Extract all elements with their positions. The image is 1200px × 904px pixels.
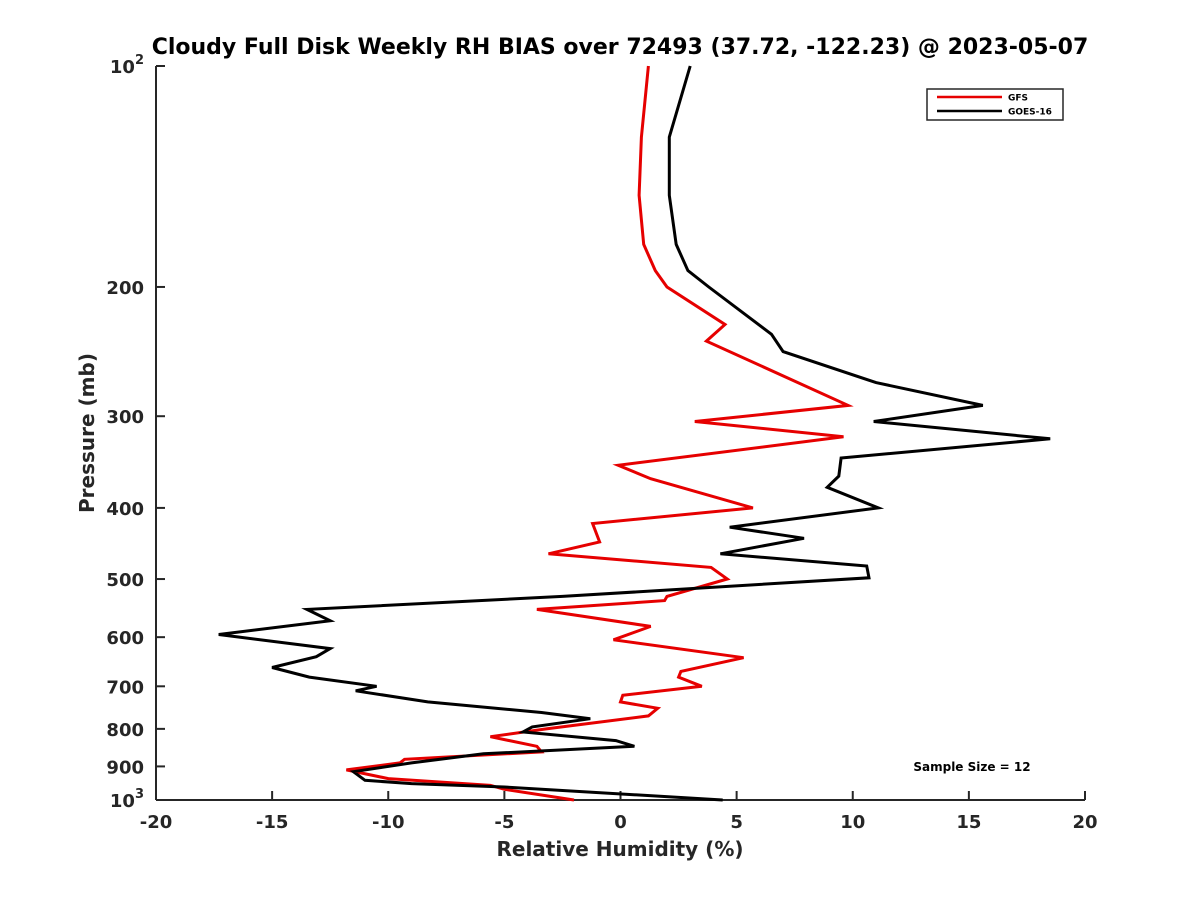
x-tick-label: 20 <box>1072 812 1097 833</box>
series-line-gfs <box>346 65 854 802</box>
x-tick-label: -20 <box>140 812 173 833</box>
legend-box <box>926 88 1064 121</box>
y-axis-label: Pressure (mb) <box>75 353 99 513</box>
x-axis-ticks: -20 -15 -10 -5 0 5 10 15 20 <box>140 791 1098 833</box>
series-layer <box>218 65 1051 802</box>
x-tick-label: 5 <box>730 812 743 833</box>
y-tick-label: 103 <box>110 787 144 812</box>
legend-label: GFS <box>1008 94 1028 104</box>
y-tick-label: 900 <box>106 757 144 778</box>
y-tick-label: 102 <box>110 53 144 78</box>
series-line-goes-16 <box>218 65 1051 802</box>
x-tick-label: 10 <box>840 812 865 833</box>
y-tick-label: 300 <box>106 407 144 428</box>
legend-label: GOES-16 <box>1008 108 1052 118</box>
y-tick-label: 800 <box>106 720 144 741</box>
y-tick-label: 200 <box>106 278 144 299</box>
y-tick-label: 600 <box>106 628 144 649</box>
legend: GFS GOES-16 <box>926 88 1064 121</box>
y-tick-label: 400 <box>106 499 144 520</box>
sample-size-annotation: Sample Size = 12 <box>913 760 1030 774</box>
y-tick-label: 700 <box>106 677 144 698</box>
y-tick-label: 500 <box>106 570 144 591</box>
x-axis-label: Relative Humidity (%) <box>496 837 743 861</box>
x-tick-label: -10 <box>372 812 405 833</box>
chart-title: Cloudy Full Disk Weekly RH BIAS over 724… <box>152 35 1089 60</box>
y-axis-ticks: 102 200 300 400 500 600 700 800 900 103 <box>106 53 165 812</box>
x-tick-label: -15 <box>256 812 289 833</box>
x-tick-label: 0 <box>614 812 627 833</box>
x-tick-label: -5 <box>494 812 514 833</box>
x-tick-label: 15 <box>956 812 981 833</box>
